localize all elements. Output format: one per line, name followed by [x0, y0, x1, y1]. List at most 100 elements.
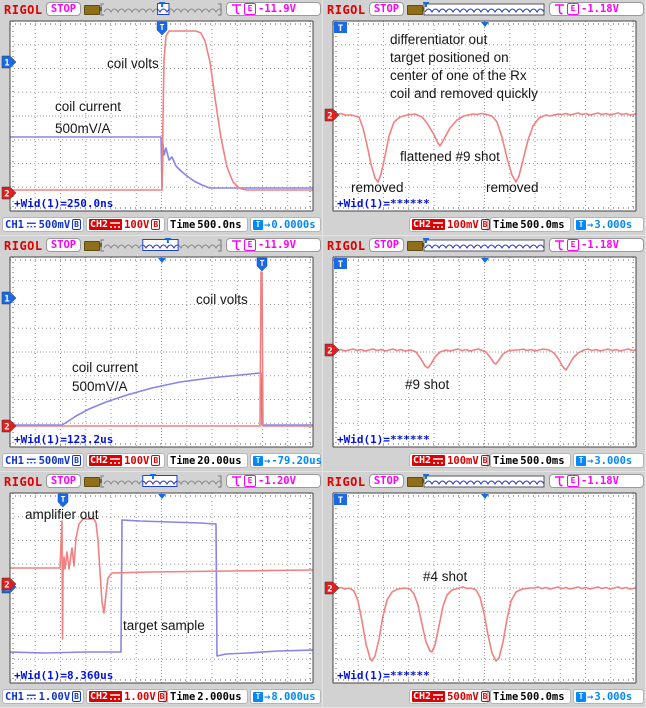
timebase-box[interactable]: Time 500.0ms — [490, 453, 571, 468]
annotation-text: amplifier out — [25, 507, 99, 522]
dc-coupling-icon — [26, 458, 36, 463]
timebase-box[interactable]: Time 2.000us — [167, 689, 248, 704]
trigger-level-value: -1.20V — [258, 475, 296, 487]
trigger-position-flag — [57, 493, 69, 508]
window-wave — [142, 480, 177, 485]
window-wave — [424, 244, 545, 249]
ch1-label: CH1 — [5, 218, 24, 231]
annotation-text: coil volts — [107, 56, 159, 71]
trigger-offset-value: 3.000s — [594, 690, 633, 703]
waveform-scrollbar[interactable] — [100, 238, 224, 253]
trigger-level-value: -1.18V — [581, 475, 619, 487]
trigger-offset-box[interactable]: T → 0.0000s — [250, 217, 321, 232]
trigger-level-badge-label: T — [338, 496, 344, 506]
ch2-scale-box[interactable]: CH2 1.00V B — [86, 689, 167, 704]
measurement-readout: +Wid(1)=****** — [337, 669, 430, 682]
annotation-text: target positioned on — [390, 50, 509, 65]
ch2-scale-box[interactable]: CH2 100V B — [86, 217, 165, 232]
ch2-label-badge: CH2 — [412, 691, 446, 702]
trigger-level-value: -11.9V — [258, 3, 296, 15]
ch1-scale-box[interactable]: CH1 1.00V B — [2, 689, 84, 704]
trigger-offset-box[interactable]: T → 3.000s — [573, 217, 644, 232]
timebase-box[interactable]: Time 500.0ms — [490, 217, 571, 232]
ch2-scale-box[interactable]: CH2 100mV B — [409, 217, 490, 232]
time-label: Time — [170, 454, 196, 467]
trigger-offset-icon: T — [576, 455, 586, 466]
trigger-offset-box[interactable]: T → 3.000s — [573, 453, 644, 468]
rigol-logo: RIGOL — [4, 475, 43, 489]
edge-trigger-badge: E — [567, 3, 579, 15]
ch2-scale-box[interactable]: CH2 100V B — [86, 453, 165, 468]
trigger-level-value: -1.18V — [581, 239, 619, 251]
trigger-flag-label: T — [260, 259, 265, 268]
edge-trigger-badge: E — [567, 475, 579, 487]
ch1-label: CH1 — [5, 454, 24, 467]
status-bar: CH2 100mV B Time 500.0ms T → 3.000s — [323, 453, 645, 470]
ch2-label-badge: CH2 — [412, 219, 446, 230]
timebase-box[interactable]: Time 500.0ms — [490, 689, 571, 704]
timebase-value: 2.000us — [197, 690, 242, 703]
trigger-center-arrow-icon — [481, 258, 489, 263]
channel-2-marker-label: 2 — [327, 347, 332, 357]
trigger-level-badge — [334, 258, 347, 269]
status-bar: CH2 100mV B Time 500.0ms T → 3.000s — [323, 217, 645, 234]
ch2-label: CH2 — [413, 691, 432, 702]
status-bar: CH1 500mV B CH2 100V B Time 20.00us T → -79.20us — [0, 453, 322, 470]
header-bar: RIGOL STOP E -11.9V — [0, 0, 322, 19]
dc-coupling-icon — [110, 221, 121, 228]
scrollbar-svg — [423, 2, 545, 16]
trigger-level-value: -11.9V — [258, 239, 296, 251]
scope-panel-middle-right: RIGOL STOP E -1.18V 2 T #9 shot +Wid(1)=****** C… — [323, 236, 646, 472]
dc-coupling-icon — [26, 694, 36, 699]
annotation-text: removed — [351, 180, 404, 195]
timebase-value: 500.0ns — [197, 218, 242, 231]
trigger-level-badge-label: T — [338, 24, 344, 34]
dc-coupling-icon — [110, 693, 121, 700]
trigger-slope-icon — [555, 240, 564, 251]
trigger-offset-value: 3.000s — [594, 454, 633, 467]
ch1-scale-box[interactable]: CH1 500mV B — [2, 217, 84, 232]
ch2-scale-box[interactable]: CH2 500mV B — [409, 689, 490, 704]
channel-2-marker — [324, 108, 340, 122]
trigger-center-arrow-icon — [158, 258, 166, 263]
ch2-scale-value: 100mV — [447, 454, 479, 467]
status-bar: CH2 500mV B Time 500.0ms T → 3.000s — [323, 689, 645, 706]
dc-coupling-icon — [433, 221, 444, 228]
rigol-logo: RIGOL — [327, 475, 366, 489]
trigger-flag-label: T — [61, 495, 66, 504]
scrollbar-svg — [423, 474, 545, 488]
rigol-logo: RIGOL — [4, 239, 43, 253]
trace-ch2 — [10, 271, 313, 427]
waveform-scrollbar[interactable] — [423, 2, 545, 17]
scrollbar-svg — [423, 238, 545, 252]
time-label: Time — [493, 690, 519, 703]
annotation-text: target sample — [123, 618, 205, 633]
trigger-readout: E -1.18V — [549, 238, 644, 252]
window-wave — [424, 8, 545, 13]
acquisition-status-badge: STOP — [46, 474, 81, 488]
timebase-box[interactable]: Time 20.00us — [167, 453, 248, 468]
ch2-label: CH2 — [413, 455, 432, 466]
ch2-bandwidth-badge: B — [480, 219, 490, 230]
channel-1-marker — [1, 291, 17, 305]
visible-window-box — [142, 239, 179, 251]
timebase-box[interactable]: Time 500.0ns — [167, 217, 248, 232]
ch2-scale-box[interactable]: CH2 100mV B — [409, 453, 490, 468]
ch1-scale-box[interactable]: CH1 500mV B — [2, 453, 84, 468]
header-bar: RIGOL STOP E -1.20V — [0, 472, 322, 491]
trigger-offset-box[interactable]: T → -79.20us — [250, 453, 322, 468]
waveform-scrollbar[interactable] — [423, 238, 545, 253]
timebase-value: 500.0ms — [520, 218, 565, 231]
time-label: Time — [493, 454, 519, 467]
channel-1-marker-label: 1 — [4, 59, 9, 69]
waveform-scrollbar[interactable] — [100, 2, 224, 17]
trigger-position-flag — [256, 257, 268, 272]
channel-2-marker — [1, 186, 17, 200]
trigger-offset-box[interactable]: T → 8.000us — [250, 689, 321, 704]
waveform-scrollbar[interactable] — [423, 474, 545, 489]
window-wave — [157, 8, 169, 13]
trigger-center-arrow-icon — [481, 22, 489, 27]
trigger-offset-box[interactable]: T → 3.000s — [573, 689, 644, 704]
waveform-scrollbar[interactable] — [100, 474, 224, 489]
